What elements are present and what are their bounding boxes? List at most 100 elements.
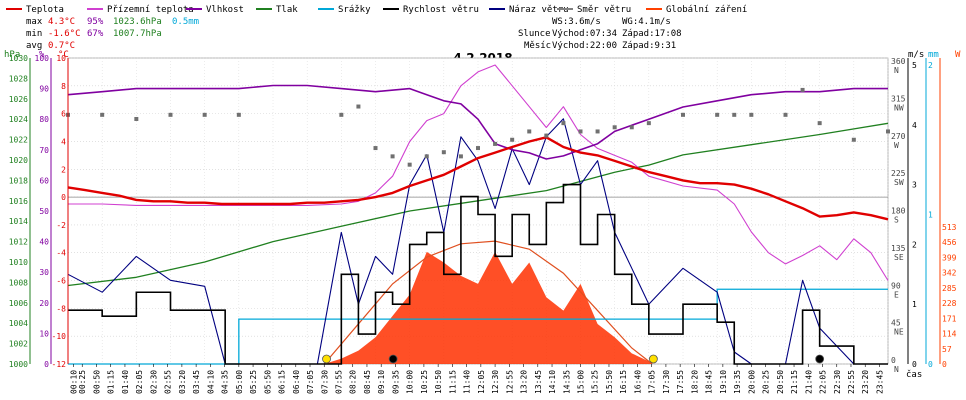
wind-dir-point: [458, 154, 463, 159]
pct-tick: 40: [39, 238, 49, 247]
time-tick: 13:45: [534, 370, 543, 394]
mm-tick: 1: [928, 211, 933, 220]
pct-tick: 20: [39, 299, 49, 308]
time-tick: 07:55: [334, 370, 343, 394]
wind-dir-point: [715, 112, 720, 117]
time-tick: 10:00: [406, 370, 415, 394]
wg-value: WG:4.1m/s: [622, 17, 671, 27]
stat-avg-temp: 0.7°C: [48, 41, 75, 51]
x-axis-label: čas: [906, 369, 922, 380]
dir-tick-label: S: [894, 216, 899, 225]
mm-tick: 0: [928, 360, 933, 369]
hpa-tick: 1002: [9, 340, 28, 349]
dir-tick-deg: 0: [891, 356, 896, 365]
wind-speed-line: [68, 183, 888, 365]
temp-axis-label: °C: [58, 50, 69, 60]
pct-tick: 10: [39, 329, 49, 338]
hpa-tick: 1000: [9, 360, 28, 369]
wind-dir-point: [646, 121, 651, 126]
dir-tick-label: N: [894, 365, 899, 374]
dir-tick-deg: 90: [891, 281, 901, 290]
time-tick: 16:40: [633, 370, 642, 394]
ms-tick: 5: [912, 61, 917, 70]
time-tick: 17:30: [662, 370, 671, 394]
time-tick: 07:05: [306, 370, 315, 394]
time-tick: 08:20: [349, 370, 358, 394]
moonrise-value: Východ:22:00: [552, 41, 617, 51]
time-tick: 00:50: [92, 370, 101, 394]
temp-tick: 6: [61, 110, 66, 119]
hpa-tick: 1020: [9, 156, 28, 165]
hpa-tick: 1028: [9, 74, 28, 83]
legend: Teplota Přízemní teplota Vlhkost Tlak Srážky…: [6, 5, 747, 15]
time-tick: 02:55: [164, 370, 173, 394]
time-tick: 22:30: [833, 370, 842, 394]
wind-dir-point: [629, 125, 634, 130]
time-tick: 16:15: [619, 370, 628, 394]
hpa-tick: 1004: [9, 319, 28, 328]
time-tick: 15:50: [605, 370, 614, 394]
w-tick: 171: [942, 314, 957, 323]
dir-tick-deg: 180: [891, 207, 906, 216]
legend-label: Vlhkost: [206, 5, 244, 15]
stat-max-rain: 0.5mm: [172, 17, 199, 27]
sunset-value: Západ:17:08: [622, 29, 682, 39]
time-tick: 03:45: [192, 370, 201, 394]
pct-tick: 70: [39, 146, 49, 155]
mm-axis-label: mm: [928, 50, 939, 60]
time-tick: 11:15: [448, 370, 457, 394]
legend-label: Náraz větru: [509, 5, 569, 15]
dir-tick-deg: 270: [891, 132, 906, 141]
w-tick: 342: [942, 269, 957, 278]
time-tick: 10:50: [434, 370, 443, 394]
stat-avg-label: avg: [26, 41, 42, 51]
time-tick: 00:10: [70, 370, 79, 394]
time-tick: 11:40: [463, 370, 472, 394]
time-tick: 10:25: [420, 370, 429, 394]
ms-tick: 0: [912, 360, 917, 369]
hpa-tick: 1014: [9, 217, 28, 226]
moon-label: Měsíc: [524, 41, 551, 51]
pct-tick: 60: [39, 176, 49, 185]
wind-dir-point: [202, 112, 207, 117]
pct-tick: 0: [44, 360, 49, 369]
wind-dir-point: [561, 121, 566, 126]
moonset-value: Západ:9:31: [622, 41, 676, 51]
stat-min-hum: 67%: [87, 29, 104, 39]
time-tick: 00:25: [78, 370, 87, 394]
dir-tick-label: E: [894, 290, 899, 299]
time-tick: 02:05: [135, 370, 144, 394]
hpa-tick: 1030: [9, 54, 28, 63]
axes: 1030102810261024102210201018101610141012…: [9, 54, 957, 394]
temp-tick: 4: [61, 137, 66, 146]
time-tick: 13:20: [520, 370, 529, 394]
temp-tick: 10: [56, 54, 66, 63]
time-tick: 01:40: [121, 370, 130, 394]
legend-label: Teplota: [26, 5, 64, 15]
w-tick: 399: [942, 253, 957, 262]
wind-dir-point: [612, 125, 617, 130]
ms-tick: 3: [912, 181, 917, 190]
time-tick: 09:35: [391, 370, 400, 394]
w-axis-label: W: [955, 50, 961, 60]
w-tick: 228: [942, 299, 957, 308]
wind-dir-point: [510, 137, 515, 142]
hpa-tick: 1008: [9, 278, 28, 287]
ms-tick: 1: [912, 300, 917, 309]
time-tick: 05:50: [263, 370, 272, 394]
stat-max-temp: 4.3°C: [48, 17, 75, 27]
time-tick: 19:35: [733, 370, 742, 394]
sun-label: Slunce: [518, 29, 551, 39]
w-tick: 456: [942, 238, 957, 247]
time-tick: 21:15: [790, 370, 799, 394]
wind-dir-point: [134, 116, 139, 121]
wind-dir-point: [851, 137, 856, 142]
temp-tick: 2: [61, 165, 66, 174]
temp-tick: -2: [56, 221, 66, 230]
time-tick: 20:25: [762, 370, 771, 394]
time-tick: 06:40: [292, 370, 301, 394]
time-tick: 14:10: [548, 370, 557, 394]
w-tick: 114: [942, 330, 957, 339]
wind-dir-point: [527, 129, 532, 134]
